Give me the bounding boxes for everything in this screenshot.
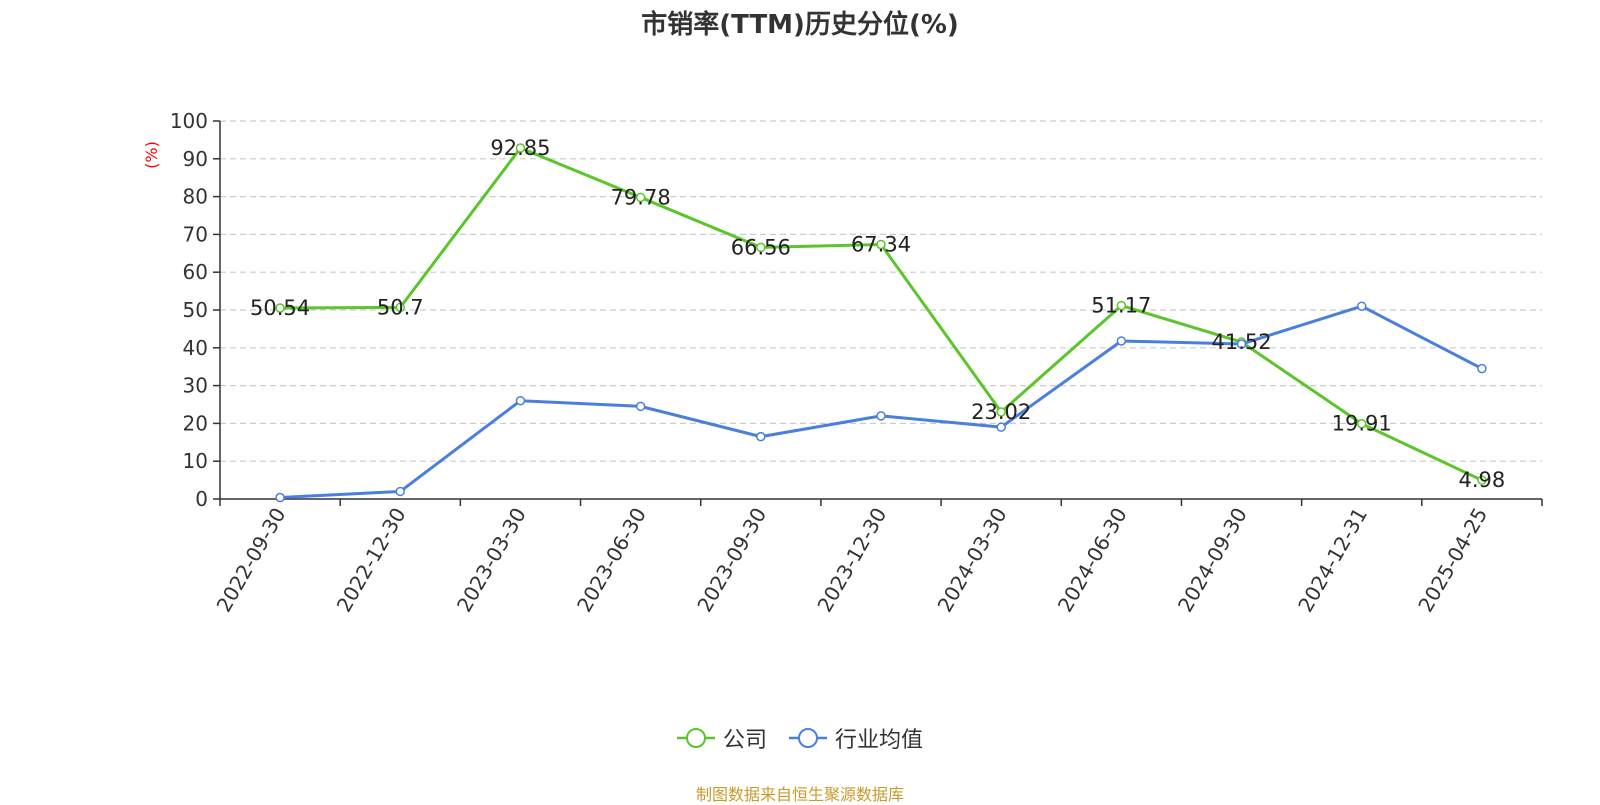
- y-tick-label: 70: [183, 222, 208, 246]
- series-point-1: [635, 401, 646, 412]
- series-point-1: [876, 411, 886, 421]
- y-tick-label: 40: [183, 336, 208, 360]
- y-tick-label: 0: [195, 487, 208, 511]
- x-tick-label: 2024-12-31: [1293, 504, 1372, 617]
- x-tick-label: 2024-06-30: [1053, 504, 1132, 617]
- data-label-0: 4.98: [1459, 468, 1506, 492]
- legend-label-company: 公司: [722, 728, 767, 753]
- x-tick-label: 2023-06-30: [572, 504, 651, 617]
- grid-lines: [220, 120, 1542, 462]
- series-point-0: [275, 303, 285, 313]
- x-tick-label: 2023-12-30: [812, 504, 891, 617]
- source-note: 制图数据来自恒生聚源数据库: [695, 785, 904, 804]
- data-label-0: 66.56: [731, 235, 791, 259]
- legend-marker-industry: [789, 728, 827, 748]
- series-point-0: [756, 242, 766, 253]
- legend-item-industry[interactable]: 行业均值: [789, 722, 923, 754]
- y-tick-label: 80: [183, 185, 208, 209]
- x-tick-label: 2022-12-30: [332, 503, 411, 616]
- data-label-0: 41.52: [1211, 330, 1271, 354]
- series-line-1: [280, 304, 1483, 499]
- data-label-0: 19.91: [1332, 412, 1392, 436]
- x-tick-label: 2022-09-30: [212, 504, 291, 617]
- series-point-0: [876, 239, 886, 250]
- legend-marker-company: [676, 728, 715, 748]
- x-tick-label: 2024-03-30: [933, 504, 1012, 617]
- series-point-1: [515, 395, 526, 406]
- y-tick-label: 10: [183, 449, 208, 473]
- series-lines: [275, 143, 1487, 503]
- data-label-0: 50.54: [250, 296, 310, 320]
- series-point-0: [1116, 300, 1127, 311]
- y-tick-label: 20: [183, 411, 208, 435]
- series-point-0: [1477, 475, 1487, 485]
- legend: 公司 行业均值: [0, 722, 1600, 754]
- series-point-0: [1356, 418, 1367, 429]
- series-point-1: [395, 486, 406, 497]
- series-point-1: [1356, 301, 1367, 311]
- data-label-0: 50.7: [377, 295, 424, 319]
- axes: 0 10 20 30 40 50 60 70 80 90 100 2022-09-30 2022-12-…: [170, 109, 1543, 617]
- series-point-1: [756, 431, 766, 442]
- series-point-0: [515, 143, 526, 153]
- series-point-1: [1236, 339, 1247, 349]
- series-point-0: [996, 407, 1006, 417]
- legend-item-company[interactable]: 公司: [676, 722, 767, 754]
- series-point-1: [1477, 363, 1487, 374]
- y-tick-label: 100: [170, 109, 208, 133]
- x-tick-label: 2023-09-30: [692, 504, 771, 617]
- y-axis-label: (%): [142, 141, 161, 169]
- data-label-0: 51.17: [1091, 294, 1151, 318]
- legend-label-industry: 行业均值: [835, 728, 924, 753]
- series-point-0: [395, 302, 406, 313]
- series-point-1: [275, 492, 285, 503]
- x-tick-label: 2025-04-25: [1413, 504, 1492, 617]
- y-tick-label: 30: [183, 374, 208, 398]
- chart-title: 市销率(TTM)历史分位(%): [641, 10, 959, 40]
- data-label-0: 23.02: [971, 400, 1031, 424]
- x-tick-label: 2023-03-30: [452, 504, 531, 617]
- y-tick-label: 50: [183, 298, 208, 322]
- data-label-0: 92.85: [490, 136, 550, 160]
- data-label-0: 67.34: [851, 232, 911, 256]
- series-point-1: [1116, 336, 1127, 346]
- data-label-0: 79.78: [611, 185, 671, 209]
- data-labels: 50.54 50.7 92.85 79.78 66.56 67.34 23.02 51.17 4…: [250, 136, 1505, 492]
- x-tick-label: 2024-09-30: [1173, 504, 1252, 617]
- y-tick-label: 90: [183, 147, 208, 171]
- series-line-0: [280, 146, 1483, 482]
- series-point-1: [996, 422, 1006, 432]
- y-tick-label: 60: [183, 260, 208, 284]
- series-point-0: [635, 192, 646, 203]
